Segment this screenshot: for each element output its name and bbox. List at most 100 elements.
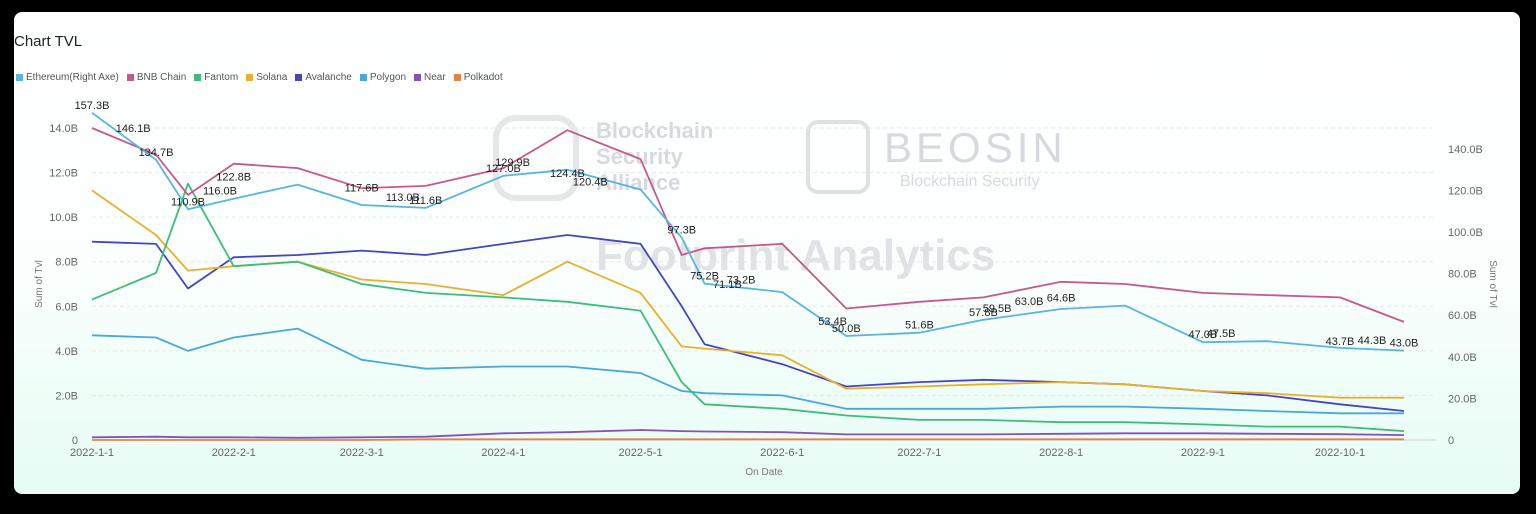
data-label: 71.1B	[713, 279, 742, 291]
data-label: 110.9B	[171, 196, 205, 208]
watermark-text: Alliance	[596, 170, 680, 195]
data-label: 50.0B	[832, 323, 861, 335]
y-left-tick-label: 14.0B	[49, 123, 78, 135]
series-line-ethereum-right-axe-	[91, 112, 1405, 352]
series-line-near	[91, 429, 1405, 439]
data-label: 59.5B	[983, 303, 1012, 315]
series-line-polkadot	[92, 438, 1404, 441]
data-label: 157.3B	[75, 100, 110, 112]
legend-swatch	[16, 74, 23, 81]
y-right-axis-title: Sum of Tvl	[1487, 260, 1498, 308]
x-tick-label: 2022-9-1	[1181, 447, 1225, 459]
y-left-tick-label: 12.0B	[49, 168, 78, 180]
data-label: 63.0B	[1015, 296, 1044, 308]
data-label: 73.2B	[727, 275, 756, 287]
y-right-tick-label: 100.0B	[1448, 227, 1483, 239]
legend-swatch	[246, 74, 254, 81]
data-label: 97.3B	[667, 225, 696, 237]
alliance-logo-icon	[493, 115, 579, 201]
y-left-tick-label: 8.0B	[55, 257, 78, 269]
legend-label: BNB Chain	[136, 72, 187, 83]
y-right-tick-label: 40.0B	[1448, 352, 1477, 364]
data-label: 146.1B	[116, 123, 151, 135]
legend-item[interactable]: Avalanche	[295, 72, 352, 83]
x-tick-label: 2022-4-1	[481, 447, 525, 459]
legend-item[interactable]: Solana	[246, 72, 287, 83]
data-label: 122.8B	[216, 172, 251, 184]
legend-label: Polygon	[369, 72, 407, 83]
watermark-text: Footprint Analytics	[596, 231, 995, 280]
data-label: 116.0B	[203, 186, 237, 198]
legend: Ethereum(Right Axe) BNB Chain Fantom Solana…	[16, 72, 503, 83]
data-label: 43.7B	[1326, 336, 1355, 348]
legend-item[interactable]: Fantom	[194, 72, 238, 83]
legend-swatch	[414, 74, 422, 81]
legend-swatch	[295, 74, 303, 81]
legend-item[interactable]: Polygon	[359, 72, 407, 83]
x-tick-label: 2022-6-1	[760, 447, 804, 459]
y-right-tick-label: 140.0B	[1448, 144, 1483, 156]
watermark-text: Blockchain	[596, 118, 713, 143]
y-right-tick-label: 80.0B	[1448, 269, 1477, 281]
x-tick-label: 2022-3-1	[340, 447, 384, 459]
watermark-text: BEOSIN	[884, 124, 1067, 171]
legend-label: Avalanche	[305, 72, 352, 83]
legend-label: Ethereum(Right Axe)	[26, 72, 119, 83]
data-label: 111.6B	[409, 195, 442, 207]
y-left-tick-label: 6.0B	[55, 301, 78, 313]
data-label: 113.0B	[386, 192, 420, 204]
y-left-tick-label: 10.0B	[49, 212, 78, 224]
y-left-tick-label: 0	[72, 435, 78, 447]
series-line-bnb-chain	[91, 127, 1405, 323]
series-line-solana	[91, 189, 1404, 399]
legend-item[interactable]: Polkadot	[453, 72, 503, 83]
legend-label: Near	[424, 72, 446, 83]
x-tick-label: 2022-10-1	[1315, 447, 1365, 459]
x-tick-label: 2022-2-1	[212, 447, 256, 459]
series-line-fantom	[91, 182, 1405, 432]
legend-swatch	[194, 74, 202, 81]
x-tick-label: 2022-1-1	[70, 447, 114, 459]
legend-swatch	[453, 74, 461, 81]
x-tick-label: 2022-8-1	[1039, 447, 1083, 459]
y-right-tick-label: 120.0B	[1448, 185, 1483, 197]
legend-item[interactable]: Near	[414, 72, 446, 83]
data-label: 120.4B	[573, 177, 608, 189]
data-label: 47.5B	[1207, 328, 1236, 340]
x-tick-label: 2022-7-1	[897, 447, 941, 459]
data-label: 51.6B	[905, 320, 934, 332]
y-left-tick-label: 2.0B	[55, 390, 78, 402]
legend-label: Polkadot	[463, 72, 503, 83]
beosin-logo-icon	[806, 120, 870, 194]
data-label: 129.9B	[495, 157, 530, 169]
legend-item[interactable]: Ethereum(Right Axe)	[16, 72, 119, 83]
legend-label: Fantom	[204, 72, 239, 83]
data-label: 47.0B	[1188, 329, 1217, 341]
legend-label: Solana	[256, 72, 288, 83]
data-label: 44.3B	[1358, 335, 1387, 347]
y-left-axis-title: Sum of Tvl	[34, 260, 45, 308]
watermark-text: Security	[596, 144, 684, 169]
legend-item[interactable]: BNB Chain	[126, 72, 187, 83]
legend-swatch	[359, 74, 367, 81]
x-axis-title: On Date	[745, 467, 783, 478]
y-left-tick-label: 4.0B	[55, 346, 78, 358]
data-label: 134.7B	[139, 147, 174, 159]
watermark-text: Blockchain Security	[900, 173, 1040, 190]
data-label: 53.4B	[818, 316, 847, 328]
x-tick-label: 2022-5-1	[619, 447, 663, 459]
data-label: 127.0B	[486, 163, 521, 175]
y-right-tick-label: 60.0B	[1448, 310, 1477, 322]
data-label: 75.2B	[690, 271, 719, 283]
chart-card	[14, 12, 1520, 494]
chart-title: Chart TVL	[14, 33, 83, 50]
data-label: 43.0B	[1390, 338, 1419, 350]
data-label: 64.6B	[1047, 293, 1076, 305]
data-label: 57.8B	[969, 307, 998, 319]
y-right-tick-label: 20.0B	[1448, 393, 1477, 405]
data-label: 124.4B	[550, 168, 585, 180]
y-right-tick-label: 0	[1448, 435, 1454, 447]
legend-swatch	[126, 74, 134, 81]
data-label: 117.6B	[345, 182, 379, 194]
